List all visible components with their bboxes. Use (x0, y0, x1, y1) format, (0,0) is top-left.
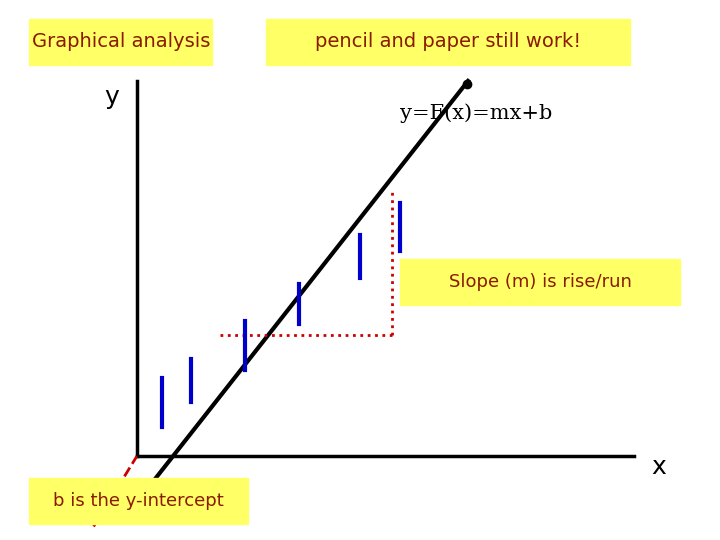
FancyBboxPatch shape (266, 19, 630, 65)
Text: pencil and paper still work!: pencil and paper still work! (315, 32, 581, 51)
FancyBboxPatch shape (29, 478, 248, 524)
Text: y=F(x)=mx+b: y=F(x)=mx+b (400, 104, 552, 123)
Text: Graphical analysis: Graphical analysis (32, 32, 210, 51)
Text: y: y (104, 85, 119, 109)
Text: Slope (m) is rise/run: Slope (m) is rise/run (449, 273, 631, 291)
FancyBboxPatch shape (400, 259, 680, 305)
Text: b is the y-intercept: b is the y-intercept (53, 492, 224, 510)
Text: x: x (652, 455, 666, 479)
FancyBboxPatch shape (29, 19, 212, 65)
